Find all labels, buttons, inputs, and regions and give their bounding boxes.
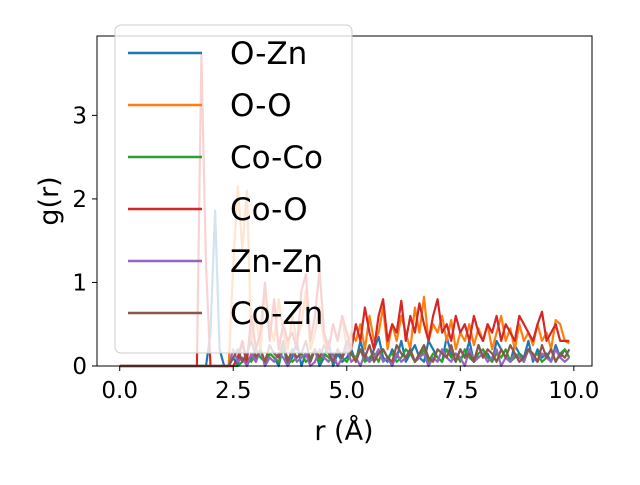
legend-box <box>114 24 353 354</box>
y-tick-label: 3 <box>72 103 87 129</box>
x-tick-label: 7.5 <box>442 378 479 404</box>
x-tick-label: 5.0 <box>328 378 365 404</box>
legend-label-co-zn: Co-Zn <box>230 296 323 332</box>
y-axis-ticks: 0 1 2 3 <box>72 103 97 380</box>
y-tick-label: 1 <box>72 270 87 296</box>
legend-label-co-co: Co-Co <box>230 140 323 176</box>
y-tick-label: 0 <box>72 354 87 380</box>
legend-label-o-o: O-O <box>230 88 292 124</box>
x-axis-label: r (Å) <box>314 415 373 447</box>
y-tick-label: 2 <box>72 187 87 213</box>
y-axis-label: g(r) <box>34 176 65 225</box>
legend-label-co-o: Co-O <box>230 192 308 228</box>
legend-label-o-zn: O-Zn <box>230 36 307 72</box>
legend-items: O-Zn O-O Co-Co Co-O Zn-Zn Co-Zn <box>128 36 323 332</box>
x-axis-ticks: 0.0 2.5 5.0 7.5 10.0 <box>101 366 599 404</box>
legend: O-Zn O-O Co-Co Co-O Zn-Zn Co-Zn <box>114 24 353 354</box>
x-tick-label: 2.5 <box>215 378 252 404</box>
x-tick-label: 0.0 <box>101 378 138 404</box>
x-tick-label: 10.0 <box>548 378 599 404</box>
legend-label-zn-zn: Zn-Zn <box>230 244 323 280</box>
